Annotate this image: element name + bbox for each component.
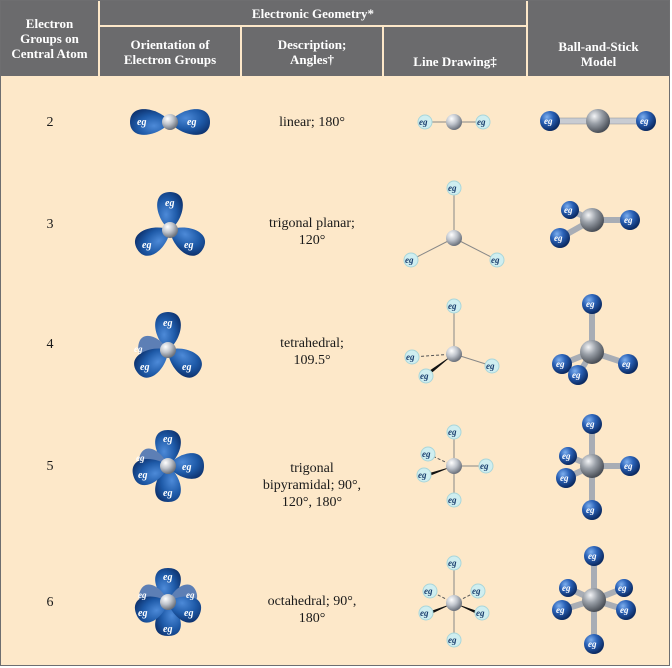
eg-label: eg	[163, 318, 172, 329]
eg-label: eg	[544, 116, 553, 126]
eg-label: eg	[418, 470, 427, 480]
eg-label: eg	[163, 434, 172, 445]
eg-label: eg	[572, 370, 581, 380]
eg-label: eg	[476, 608, 485, 618]
eg-label: eg	[140, 362, 149, 373]
line-drawing-trigonal-bipyramidal: eg eg eg eg eg	[416, 424, 494, 508]
header-electron-groups: Electron Groups on Central Atom	[1, 1, 98, 76]
eg-label: eg	[419, 117, 428, 127]
eg-label: eg	[588, 551, 597, 561]
eg-label: eg	[477, 117, 486, 127]
eg-label: eg	[620, 605, 629, 615]
orientation-tetrahedral: eg eg eg eg	[134, 312, 202, 378]
row-groups-2: 2	[46, 114, 54, 130]
eg-label: eg	[588, 639, 597, 649]
eg-label: eg	[184, 608, 193, 619]
eg-label: eg	[448, 558, 457, 568]
orientation-trigonal-bipyramidal: eg eg eg eg eg	[132, 430, 204, 502]
header-electronic-geometry: Electronic Geometry*	[100, 1, 526, 25]
eg-label: eg	[420, 608, 429, 618]
row-groups-5: 5	[46, 458, 54, 474]
line-drawing-tetrahedral: eg eg eg eg	[404, 298, 500, 384]
eg-label: eg	[586, 299, 595, 309]
eg-label: eg	[422, 449, 431, 459]
orientation-trigonal: eg eg eg	[135, 192, 205, 256]
eg-label: eg	[554, 233, 563, 243]
orientation-octahedral: eg eg eg eg eg eg	[134, 568, 202, 636]
eg-label: eg	[480, 461, 489, 471]
eg-label: eg	[491, 255, 500, 265]
eg-label: eg	[165, 198, 174, 209]
eg-label: eg	[137, 117, 146, 128]
row-groups-6: 6	[46, 594, 54, 610]
header-ball-and-stick: Ball-and-Stick Model	[528, 1, 669, 76]
eg-label: eg	[420, 371, 429, 381]
eg-label: eg	[187, 117, 196, 128]
line-drawing-octahedral: eg eg eg eg eg eg	[418, 555, 490, 648]
eg-label: eg	[134, 344, 143, 354]
row-groups-4: 4	[46, 336, 54, 352]
eg-label: eg	[184, 240, 193, 251]
eg-label: eg	[562, 583, 571, 593]
orientation-linear: eg eg	[130, 109, 210, 135]
eg-label: eg	[586, 505, 595, 515]
eg-label: eg	[138, 470, 147, 481]
eg-label: eg	[560, 473, 569, 483]
eg-label: eg	[405, 255, 414, 265]
eg-label: eg	[182, 462, 191, 473]
row-description-trigonal-bipyramidal: trigonal bipyramidal; 90°, 120°, 180°	[262, 460, 362, 510]
eg-label: eg	[624, 215, 633, 225]
ball-stick-octahedral: eg eg eg eg eg eg	[552, 546, 636, 654]
eg-label: eg	[186, 590, 195, 600]
eg-label: eg	[138, 608, 147, 619]
eg-label: eg	[472, 586, 481, 596]
eg-label: eg	[586, 419, 595, 429]
row-groups-3: 3	[46, 216, 54, 232]
eg-label: eg	[448, 427, 457, 437]
ball-stick-trigonal-bipyramidal: eg eg eg eg eg	[556, 414, 640, 520]
ball-stick-trigonal-planar: eg eg eg	[550, 201, 640, 248]
eg-label: eg	[556, 359, 565, 369]
eg-label: eg	[448, 183, 457, 193]
eg-label: eg	[486, 361, 495, 371]
eg-label: eg	[564, 205, 573, 215]
eg-label: eg	[448, 495, 457, 505]
ball-stick-tetrahedral: eg eg eg eg	[552, 294, 638, 385]
row-description-trigonal-planar: trigonal planar; 120°	[269, 216, 355, 248]
eg-label: eg	[163, 572, 172, 583]
row-description-linear: linear; 180°	[279, 114, 345, 130]
ball-stick-linear: eg eg	[540, 109, 656, 133]
eg-label: eg	[624, 461, 633, 471]
eg-label: eg	[163, 624, 172, 635]
eg-label: eg	[556, 605, 565, 615]
eg-label: eg	[448, 635, 457, 645]
eg-label: eg	[562, 451, 571, 461]
line-drawing-trigonal-planar: eg eg eg	[403, 180, 505, 268]
row-description-octahedral: octahedral; 90°, 180°	[267, 594, 357, 626]
eg-label: eg	[136, 453, 145, 463]
eg-label: eg	[406, 352, 415, 362]
eg-label: eg	[448, 301, 457, 311]
row-description-tetrahedral: tetrahedral; 109.5°	[280, 336, 344, 368]
line-drawing-linear: eg eg	[417, 114, 491, 130]
eg-label: eg	[622, 359, 631, 369]
eg-label: eg	[424, 586, 433, 596]
eg-label: eg	[182, 362, 191, 373]
header-description: Description; Angles†	[242, 27, 382, 76]
eg-label: eg	[142, 240, 151, 251]
header-line-drawing: Line Drawing‡	[384, 27, 526, 76]
header-orientation: Orientation of Electron Groups	[100, 27, 240, 76]
eg-label: eg	[163, 488, 172, 499]
eg-label: eg	[618, 583, 627, 593]
eg-label: eg	[640, 116, 649, 126]
eg-label: eg	[138, 590, 147, 600]
